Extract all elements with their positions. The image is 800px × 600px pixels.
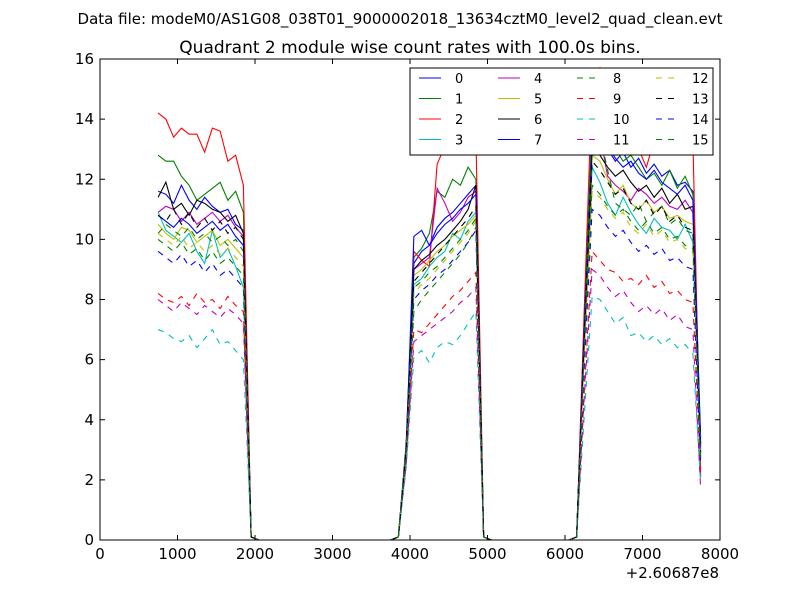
y-tick-label: 14 xyxy=(75,110,94,128)
chart-title: Quadrant 2 module wise count rates with … xyxy=(179,38,640,58)
series-line-11 xyxy=(157,268,702,540)
data-file-suptitle: Data file: modeM0/AS1G08_038T01_90000020… xyxy=(78,10,723,29)
x-tick-label: 3000 xyxy=(313,545,351,563)
legend-label: 12 xyxy=(692,72,709,87)
y-tick-label: 2 xyxy=(84,471,94,489)
legend-label: 14 xyxy=(692,113,709,128)
x-tick-label: 1000 xyxy=(158,545,196,563)
series-line-13 xyxy=(157,159,702,540)
y-tick-label: 8 xyxy=(84,291,94,309)
legend-label: 8 xyxy=(613,72,621,87)
axes-layer: 0 1000 2000 3000 4000 5000 6000 7000 80000246810… xyxy=(75,50,739,563)
x-tick-label: 4000 xyxy=(391,545,429,563)
legend-label: 1 xyxy=(455,93,463,108)
legend-label: 9 xyxy=(613,93,621,108)
series-line-9 xyxy=(157,250,702,540)
legend-label: 0 xyxy=(455,72,463,87)
y-tick-label: 4 xyxy=(84,411,94,429)
legend-label: 13 xyxy=(692,93,709,108)
series-line-15 xyxy=(157,183,702,540)
legend-label: 2 xyxy=(455,113,463,128)
series-line-10 xyxy=(157,295,702,540)
y-tick-label: 10 xyxy=(75,230,94,248)
x-tick-label: 6000 xyxy=(546,545,584,563)
series-layer xyxy=(157,66,702,540)
x-tick-label: 8000 xyxy=(701,545,739,563)
legend-label: 10 xyxy=(613,113,630,128)
legend-label: 15 xyxy=(692,134,709,149)
y-tick-label: 16 xyxy=(75,50,94,68)
y-tick-label: 6 xyxy=(84,351,94,369)
legend-label: 7 xyxy=(534,134,542,149)
x-tick-label: 0 xyxy=(95,545,105,563)
legend-label: 3 xyxy=(455,134,463,149)
legend-label: 5 xyxy=(534,93,542,108)
legend-label: 4 xyxy=(534,72,542,87)
legend-box xyxy=(409,67,714,156)
y-tick-label: 12 xyxy=(75,170,94,188)
x-tick-label: 7000 xyxy=(623,545,661,563)
legend-label: 11 xyxy=(613,134,630,149)
legend-label: 6 xyxy=(534,113,542,128)
x-offset-label: +2.60687e8 xyxy=(626,564,719,582)
x-tick-label: 5000 xyxy=(468,545,506,563)
y-tick-label: 0 xyxy=(84,531,94,549)
x-tick-label: 2000 xyxy=(236,545,274,563)
